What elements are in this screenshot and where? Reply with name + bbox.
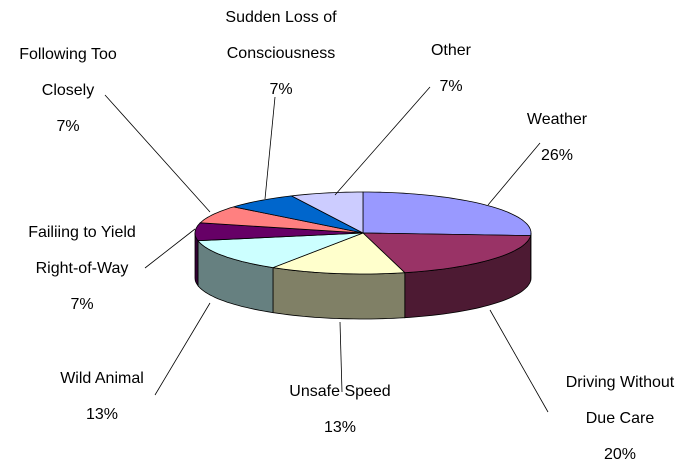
slice: [199, 206, 364, 234]
leader-line: [339, 321, 343, 393]
leader-line: [104, 94, 211, 213]
slice: [271, 232, 406, 275]
slice: [361, 232, 532, 274]
slice-side: [272, 267, 406, 320]
slice-value-label: 7%: [439, 78, 463, 95]
leader-line: [334, 86, 431, 196]
slice: [194, 222, 364, 242]
slice-label: Other: [430, 42, 471, 59]
slice-value-label: 7%: [70, 296, 94, 313]
leader-line: [487, 142, 541, 206]
slice: [233, 195, 364, 234]
slice-label: Driving Without Due Care: [565, 374, 675, 427]
slice: [290, 191, 364, 234]
slice-value-label: 13%: [323, 419, 357, 436]
leader-line: [489, 309, 549, 413]
slice-label: Sudden Loss of Consciousness: [225, 9, 337, 62]
slice-label: Unsafe Speed: [289, 383, 391, 400]
slice-value-label: 20%: [603, 446, 637, 463]
slice: [197, 232, 364, 269]
slice-value-label: 13%: [85, 406, 119, 423]
leader-line: [144, 228, 196, 269]
slice-value-label: 26%: [540, 147, 574, 164]
slice-label: Failiing to Yield Right-of-Way: [28, 224, 136, 277]
slice-label: Weather: [526, 111, 588, 128]
slice-label: Following Too Closely: [19, 46, 117, 99]
slice-side: [194, 232, 199, 287]
leader-line: [154, 302, 211, 396]
slice-label: Wild Animal: [60, 370, 144, 387]
slice-value-label: 7%: [269, 81, 293, 98]
slice: [362, 191, 532, 237]
leader-line: [264, 96, 276, 200]
slice-value-label: 7%: [56, 118, 80, 135]
